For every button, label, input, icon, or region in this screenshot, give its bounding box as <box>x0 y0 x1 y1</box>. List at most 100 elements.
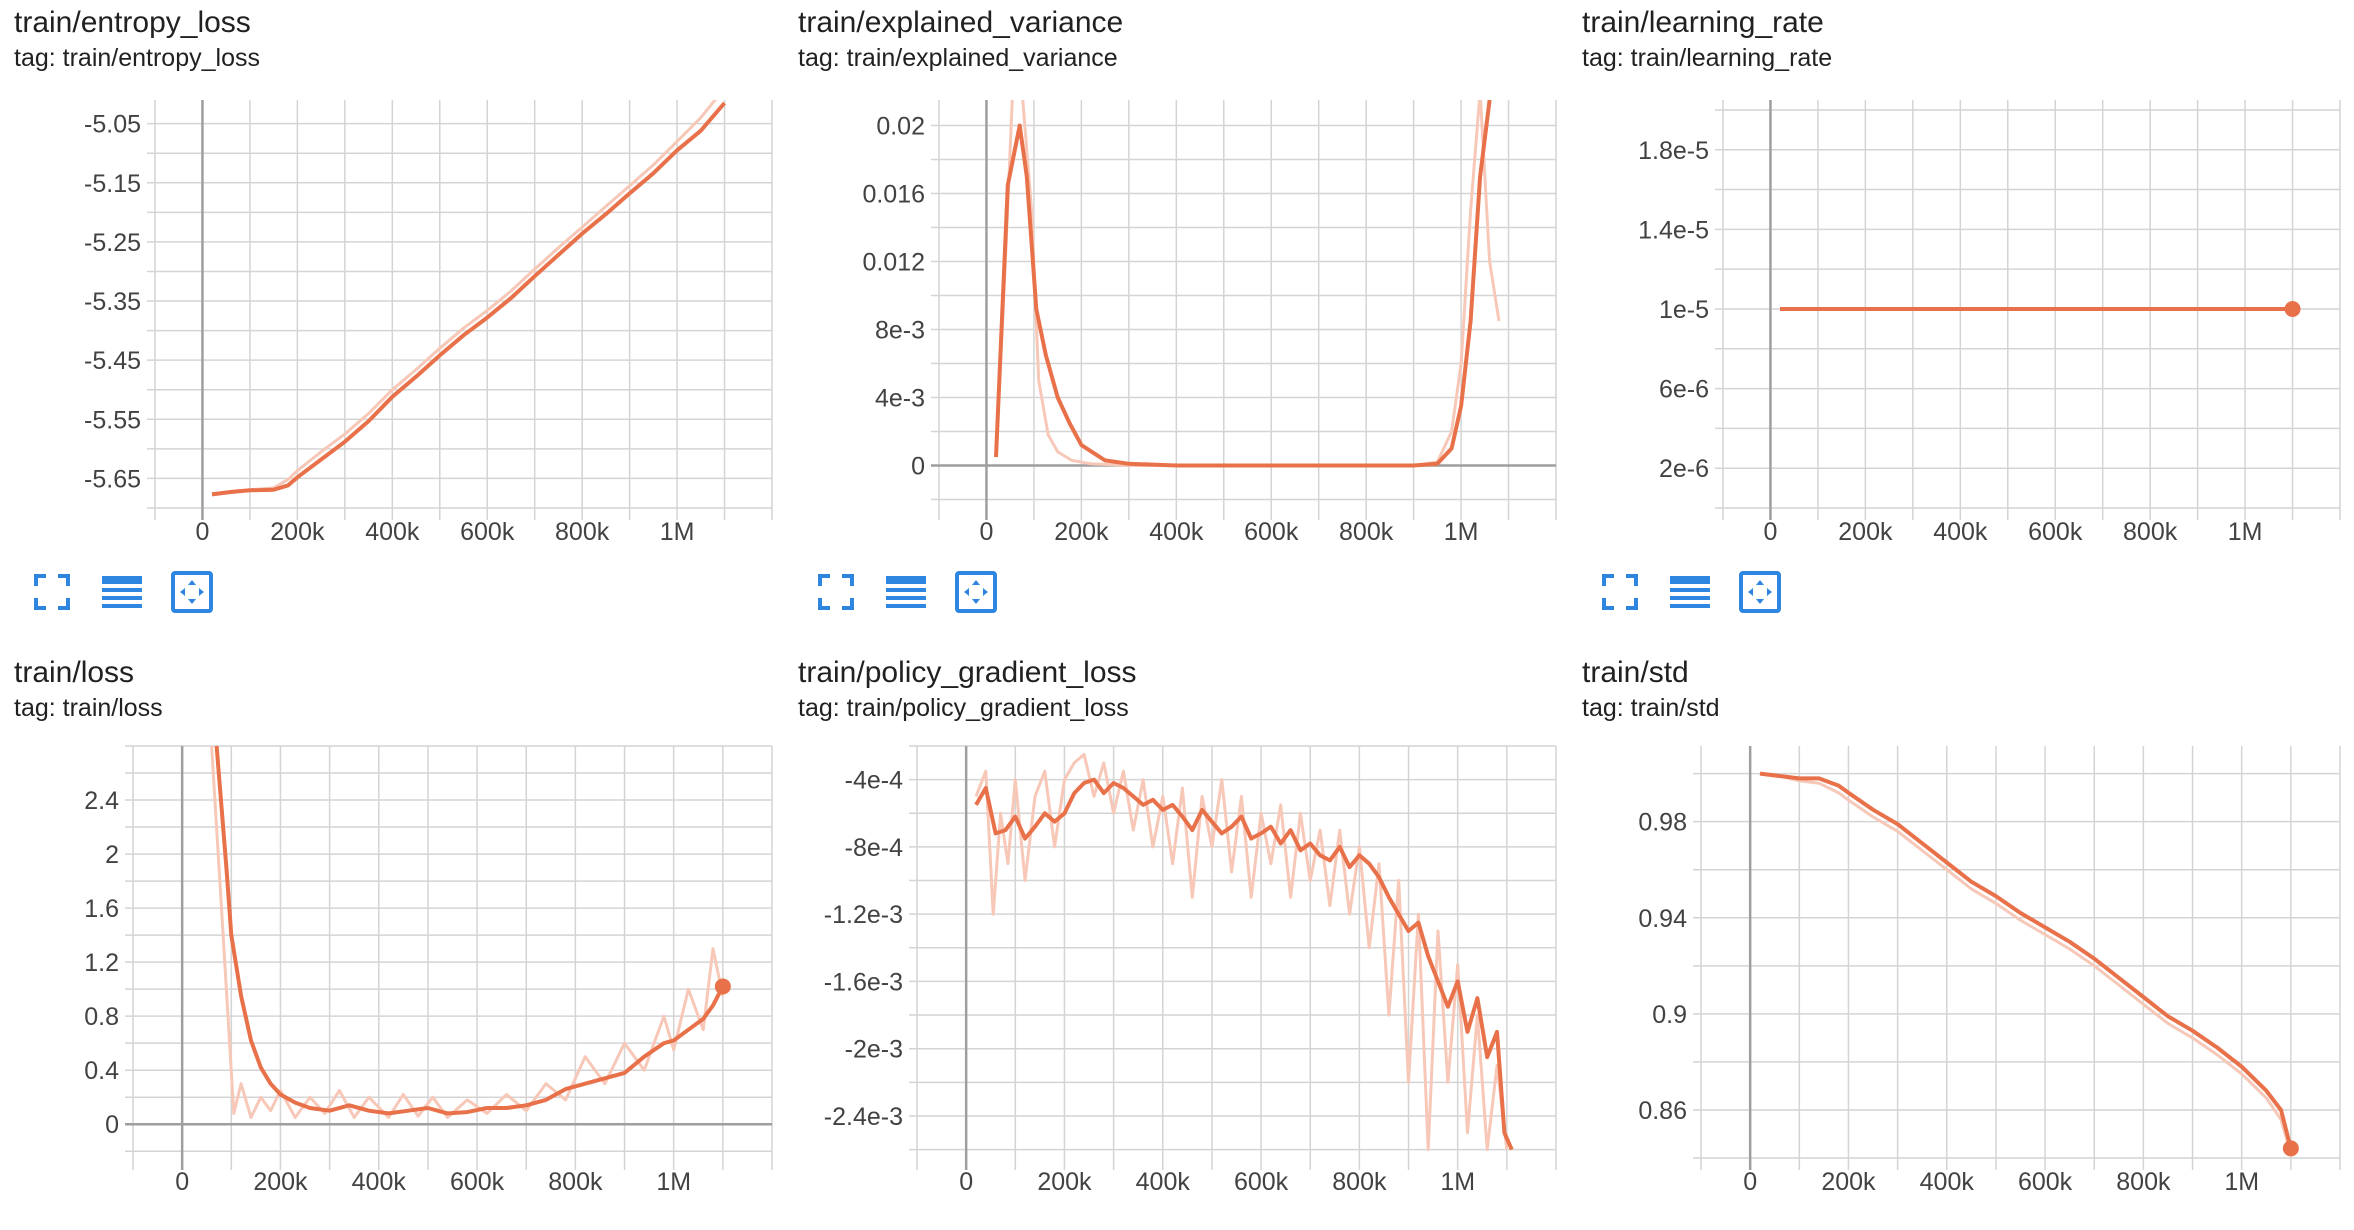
y-tick-label: -1.2e-3 <box>824 901 903 929</box>
fit-domain-icon[interactable] <box>170 570 214 614</box>
y-tick-label: 0.016 <box>862 181 925 209</box>
x-tick-label: 200k <box>270 518 325 546</box>
x-tick-label: 0 <box>175 1168 189 1196</box>
series-smoothed-line <box>994 100 1492 468</box>
card-title: train/std <box>1582 656 1689 689</box>
chart-card-learning-rate: 0 200k 400k 600k 800k 1M 2e-6 6e-6 1e-5 1.4e-5 1.8… <box>1568 0 2352 613</box>
data-table-icon[interactable] <box>100 570 144 614</box>
y-tick-label: 1e-5 <box>1659 296 1709 324</box>
y-tick-label: 1.4e-5 <box>1638 216 1709 244</box>
x-tick-label: 600k <box>2028 518 2083 546</box>
x-tick-label: 600k <box>450 1168 505 1196</box>
card-tag: tag: train/entropy_loss <box>14 44 260 72</box>
x-tick-label: 200k <box>1821 1168 1876 1196</box>
chart-explained-variance: 0 200k 400k 600k 800k 1M 0 4e-3 8e-3 0.012 0.016 0.… <box>862 100 1557 546</box>
x-tick-label: 1M <box>1444 518 1479 546</box>
card-tag: tag: train/loss <box>14 694 163 722</box>
x-tick-label: 200k <box>1037 1168 1092 1196</box>
x-tick-label: 600k <box>1234 1168 1289 1196</box>
x-tick-label: 0 <box>980 518 994 546</box>
series-raw-line <box>1759 772 2293 1154</box>
y-tick-label: 0 <box>911 453 925 481</box>
y-tick-label: 0.012 <box>862 249 925 277</box>
series-smoothed-line <box>1759 771 2293 1149</box>
y-tick-label: -8e-4 <box>845 834 903 862</box>
chart-loss: 0 200k 400k 600k 800k 1M 0 0.4 0.8 1.2 1.6 2 2.4 <box>84 745 773 1196</box>
y-tick-label: -2e-3 <box>845 1036 903 1064</box>
y-tick-label: -1.6e-3 <box>824 968 903 996</box>
x-tick-label: 400k <box>365 518 420 546</box>
y-tick-label: 0.98 <box>1638 809 1687 837</box>
x-tick-label: 600k <box>1244 518 1299 546</box>
card-tag: tag: train/explained_variance <box>798 44 1118 72</box>
x-tick-label: 200k <box>1054 518 1109 546</box>
fullscreen-icon[interactable] <box>30 570 74 614</box>
y-tick-label: -5.55 <box>84 406 141 434</box>
x-tick-label: 800k <box>555 518 610 546</box>
chart-std: 0 200k 400k 600k 800k 1M 0.86 0.9 0.94 0.98 <box>1638 746 2341 1196</box>
y-tick-label: -5.35 <box>84 288 141 316</box>
x-tick-label: 0 <box>959 1168 973 1196</box>
fullscreen-icon[interactable] <box>814 570 858 614</box>
y-tick-label: -5.25 <box>84 229 141 257</box>
x-tick-label: 800k <box>548 1168 603 1196</box>
x-tick-label: 800k <box>1332 1168 1387 1196</box>
fullscreen-icon[interactable] <box>1598 570 1642 614</box>
chart-entropy-loss: 0 200k 400k 600k 800k 1M -5.65 -5.55 -5.45 -5.35 -… <box>84 100 773 546</box>
y-tick-label: 6e-6 <box>1659 376 1709 404</box>
x-tick-label: 1M <box>2228 518 2263 546</box>
series-smoothed-line <box>214 746 725 1116</box>
card-title: train/policy_gradient_loss <box>798 656 1137 689</box>
y-tick-label: 0.94 <box>1638 905 1687 933</box>
y-tick-label: -5.15 <box>84 170 141 198</box>
x-tick-label: 1M <box>1440 1168 1475 1196</box>
y-tick-label: -4e-4 <box>845 767 903 795</box>
y-tick-label: -5.45 <box>84 347 141 375</box>
y-tick-label: 0 <box>105 1111 119 1139</box>
x-tick-label: 200k <box>1838 518 1893 546</box>
series-raw-line <box>211 100 717 496</box>
y-tick-label: 1.8e-5 <box>1638 137 1709 165</box>
series-end-marker <box>2284 300 2301 317</box>
chart-card-std: 0 200k 400k 600k 800k 1M 0.86 0.9 0.94 0.98 train… <box>1568 650 2352 1230</box>
fit-domain-icon[interactable] <box>954 570 998 614</box>
y-tick-label: 8e-3 <box>875 317 925 345</box>
x-tick-label: 0 <box>1764 518 1778 546</box>
x-tick-label: 1M <box>2224 1168 2259 1196</box>
x-tick-label: 800k <box>1339 518 1394 546</box>
data-table-icon[interactable] <box>1668 570 1712 614</box>
card-title: train/entropy_loss <box>14 6 251 39</box>
x-tick-label: 400k <box>1149 518 1204 546</box>
x-tick-label: 400k <box>1136 1168 1191 1196</box>
x-tick-label: 600k <box>2018 1168 2073 1196</box>
series-raw-line <box>994 100 1501 467</box>
y-tick-label: 0.02 <box>876 113 925 141</box>
data-table-icon[interactable] <box>884 570 928 614</box>
y-tick-label: 1.6 <box>84 895 119 923</box>
fit-domain-icon[interactable] <box>1738 570 1782 614</box>
y-tick-label: -5.65 <box>84 465 141 493</box>
x-tick-label: 400k <box>352 1168 407 1196</box>
y-tick-label: 1.2 <box>84 949 119 977</box>
card-title: train/explained_variance <box>798 6 1124 39</box>
series-smoothed-line <box>211 101 727 497</box>
series-raw-line <box>974 752 1509 1152</box>
x-tick-label: 200k <box>253 1168 308 1196</box>
series-raw-line <box>210 746 725 1119</box>
card-tag: tag: train/std <box>1582 694 1720 722</box>
x-tick-label: 400k <box>1920 1168 1975 1196</box>
chart-learning-rate: 0 200k 400k 600k 800k 1M 2e-6 6e-6 1e-5 1.4e-5 1.8… <box>1638 100 2341 546</box>
series-smoothed-line <box>974 777 1514 1151</box>
card-title: train/loss <box>14 656 135 689</box>
card-tag: tag: train/learning_rate <box>1582 44 1833 72</box>
y-tick-label: 0.86 <box>1638 1097 1687 1125</box>
y-tick-label: 0.4 <box>84 1057 119 1085</box>
x-tick-label: 1M <box>660 518 695 546</box>
y-tick-label: 4e-3 <box>875 385 925 413</box>
x-tick-label: 600k <box>460 518 515 546</box>
x-tick-label: 800k <box>2116 1168 2171 1196</box>
y-tick-label: 2e-6 <box>1659 455 1709 483</box>
card-tag: tag: train/policy_gradient_loss <box>798 694 1129 722</box>
x-tick-label: 0 <box>1743 1168 1757 1196</box>
chart-card-loss: 0 200k 400k 600k 800k 1M 0 0.4 0.8 1.2 1.6 2 2.4 tra… <box>0 650 784 1230</box>
